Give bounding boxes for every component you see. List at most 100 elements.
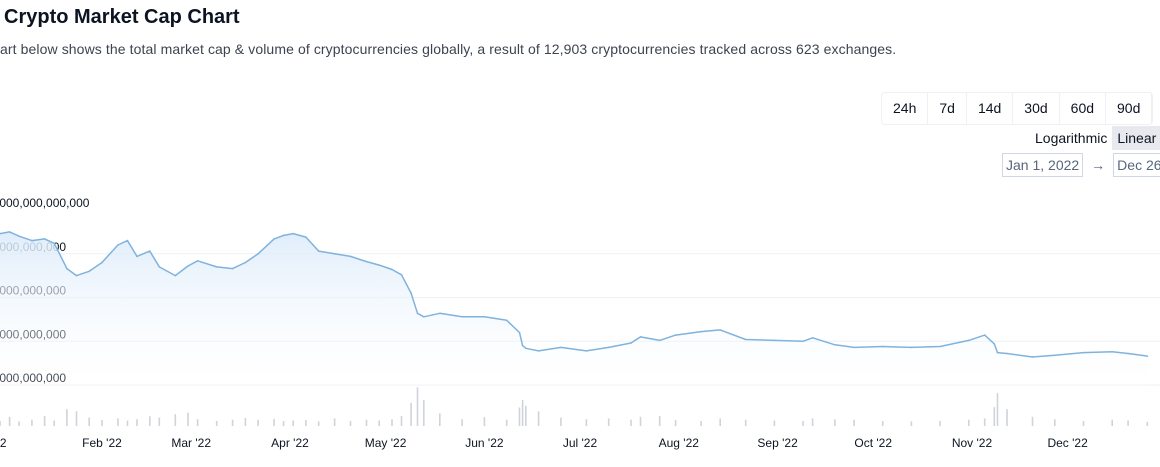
volume-bar [630,419,632,426]
data-point [505,319,508,322]
data-point [853,346,855,349]
x-tick-label: Oct '22 [854,436,892,450]
x-tick-label: Nov '22 [952,436,993,450]
volume-bar [410,402,412,426]
data-point [196,260,199,262]
x-tick-label: May '22 [365,436,407,450]
volume-bar [231,419,234,426]
data-point [700,330,702,333]
volume-bar [126,420,129,426]
data-point [483,316,486,318]
range-60d-button[interactable]: 60d [1060,93,1107,124]
data-point [1082,351,1085,354]
x-tick-label: Feb '22 [82,436,122,450]
data-point [996,351,999,354]
data-point [75,274,78,277]
volume-bar [505,419,508,426]
volume-bar [273,418,275,426]
data-point [585,350,588,352]
data-point [117,244,119,246]
volume-bar [1146,421,1149,426]
data-point [881,345,884,348]
volume-bar [773,420,776,426]
data-point [292,232,295,235]
volume-bar [174,414,177,426]
data-point [0,232,1,235]
date-to-input[interactable]: Dec 26, 2 [1113,153,1160,177]
volume-bar [1082,421,1085,426]
data-point [416,312,419,315]
volume-bar [1006,409,1008,426]
volume-bar [349,421,352,426]
volume-bar [117,418,119,426]
volume-bar [910,421,913,426]
range-90d-button[interactable]: 90d [1106,93,1153,124]
volume-bar [31,419,33,426]
volume-bar [518,407,521,426]
data-point [400,274,403,276]
data-point [423,316,425,318]
data-point [149,250,151,252]
data-point [126,239,129,242]
page-description: art below shows the total market cap & v… [0,41,897,57]
volume-bar [158,417,161,426]
data-point [439,312,441,315]
volume-bar [149,416,151,426]
volume-bar [461,419,463,426]
volume-bar [983,418,986,426]
volume-bar [257,419,259,426]
data-point [174,274,177,277]
volume-bar [585,419,588,426]
data-point [187,265,189,267]
data-point [525,347,527,350]
volume-bar [244,418,247,426]
market-cap-area [0,231,1148,385]
volume-bar [968,419,970,426]
volume-bar [305,420,307,426]
volume-bar [282,421,285,426]
volume-bar [18,421,20,426]
linear-scale-button[interactable]: Linear [1112,126,1160,150]
data-point [773,339,776,342]
data-point [802,340,804,343]
volume-bar [658,415,661,426]
volume-bar [317,421,320,426]
range-30d-button[interactable]: 30d [1013,93,1060,124]
data-point [244,261,247,264]
page-title: Crypto Market Cap Chart [4,6,240,28]
data-point [658,339,661,342]
range-24h-button[interactable]: 24h [882,93,929,124]
data-point [1111,351,1113,353]
date-range: Jan 1, 2022 → Dec 26, 2 [1002,153,1160,177]
logarithmic-scale-button[interactable]: Logarithmic [1035,130,1108,146]
volume-bar [416,387,419,426]
range-14d-button[interactable]: 14d [967,93,1014,124]
volume-bar [423,400,425,426]
data-point [305,236,307,238]
data-point [521,344,524,347]
data-point [365,260,368,263]
volume-bar [993,407,996,426]
x-tick-label: Aug '22 [659,436,700,450]
volume-bar [378,420,380,426]
data-point [1031,356,1034,358]
data-point [349,255,352,258]
range-7d-button[interactable]: 7d [928,93,967,124]
volume-bar [802,421,804,426]
volume-bars [0,387,1149,426]
data-point [1127,352,1129,355]
data-point [607,346,610,349]
volume-bar [483,417,486,426]
volume-bar [1054,419,1056,426]
date-from-input[interactable]: Jan 1, 2022 [1002,153,1084,177]
volume-bar [674,420,677,426]
x-tick-label: Dec '22 [1047,436,1088,450]
data-point [257,253,259,255]
volume-bar [43,415,46,426]
data-point [834,344,836,346]
data-point [231,267,234,270]
data-point [18,235,20,237]
data-point [968,339,970,342]
area-fill [0,231,1149,385]
